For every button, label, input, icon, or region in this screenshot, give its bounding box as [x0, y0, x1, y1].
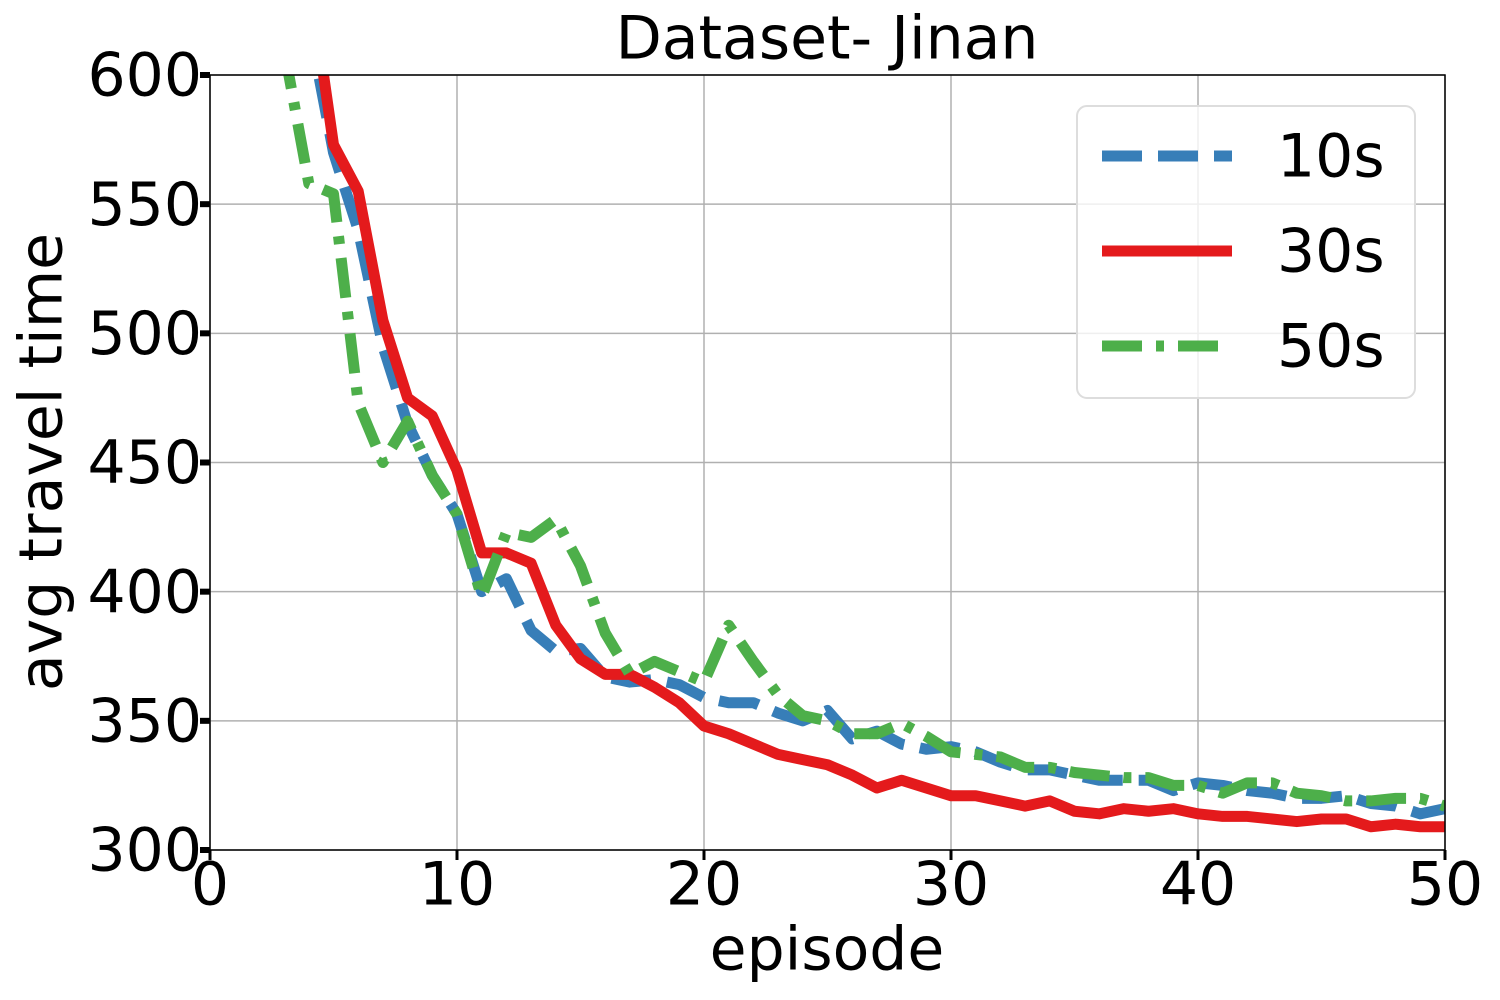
- x-tick-label: 40: [1160, 850, 1236, 920]
- y-tick-label: 550: [87, 170, 202, 240]
- legend: 10s 30s 50s: [1076, 105, 1416, 399]
- series-line: [317, 75, 1445, 833]
- y-tick-label: 400: [87, 557, 202, 627]
- x-axis-label: episode: [710, 915, 945, 985]
- ticks: 0 10 20 30 40 50 300 350 400 450 500 550 600: [87, 41, 1483, 920]
- legend-box: [1076, 105, 1416, 399]
- y-tick-label: 450: [87, 428, 202, 498]
- legend-label: 30s: [1277, 217, 1385, 287]
- y-tick-label: 350: [87, 686, 202, 756]
- legend-label: 10s: [1277, 122, 1385, 192]
- x-tick-label: 20: [666, 850, 742, 920]
- y-tick-label: 500: [87, 299, 202, 369]
- chart-title: Dataset- Jinan: [616, 4, 1039, 74]
- x-tick-label: 50: [1407, 850, 1483, 920]
- x-tick-label: 10: [419, 850, 495, 920]
- x-tick-label: 0: [191, 850, 229, 920]
- y-tick-label: 600: [87, 41, 202, 111]
- x-tick-label: 30: [913, 850, 989, 920]
- legend-label: 50s: [1277, 312, 1385, 382]
- plot-area: [283, 75, 1445, 833]
- y-tick-label: 300: [87, 816, 202, 886]
- y-axis-label: avg travel time: [7, 233, 77, 691]
- series-line: [283, 75, 1445, 812]
